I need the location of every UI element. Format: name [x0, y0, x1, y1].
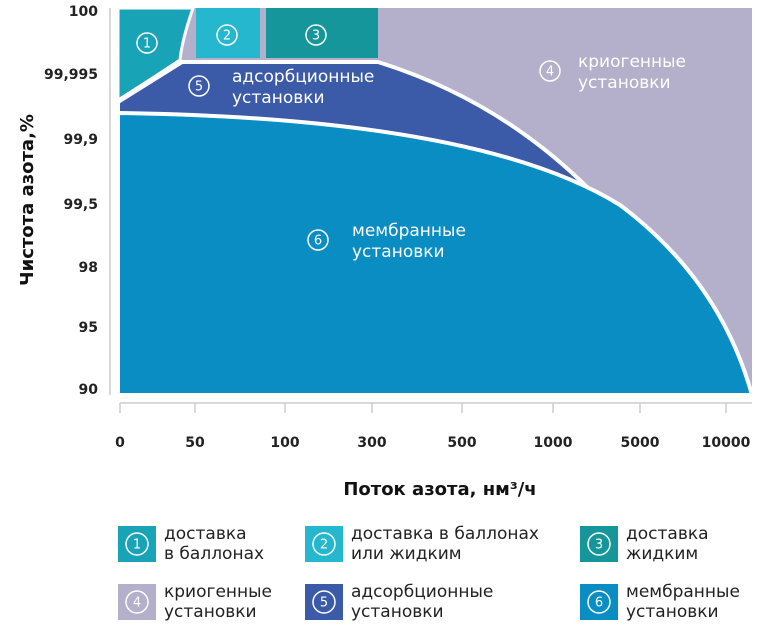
region-2 [196, 8, 260, 58]
region-label: криогенные [578, 52, 686, 72]
y-tick-label: 98 [79, 260, 98, 276]
x-tick-label: 10000 [702, 435, 751, 451]
legend-swatch [305, 584, 343, 620]
legend-swatch [118, 526, 156, 562]
y-tick-label: 99,9 [63, 132, 98, 148]
number-badge [539, 60, 561, 82]
number: 5 [195, 80, 203, 95]
region-3 [266, 8, 378, 58]
number-badge [188, 75, 210, 97]
legend-label: установки [164, 602, 257, 622]
number: 4 [546, 65, 554, 80]
region-1 [116, 6, 196, 103]
y-tick-label: 90 [79, 382, 99, 398]
legend-label: в баллонах [164, 544, 264, 564]
number: 1 [133, 538, 141, 553]
x-tick-label: 100 [270, 435, 299, 451]
region-6 [116, 110, 755, 397]
y-tick-label: 99,5 [63, 197, 98, 213]
y-tick-label: 95 [79, 320, 98, 336]
number: 3 [595, 538, 603, 553]
y-tick-label: 99,995 [44, 67, 98, 83]
legend-label: установки [626, 602, 719, 622]
legend-label: адсорбционные [351, 582, 493, 602]
region-label: адсорбционные [232, 67, 374, 87]
legend-label: установки [351, 602, 444, 622]
x-tick-label: 300 [357, 435, 386, 451]
region-label: установки [578, 73, 671, 93]
number: 1 [143, 37, 151, 52]
number: 2 [320, 538, 328, 553]
legend-label: криогенные [164, 582, 272, 602]
number-badge [312, 532, 336, 556]
x-tick-label: 1000 [534, 435, 573, 451]
number-badge [312, 590, 336, 614]
legend-label: жидким [626, 544, 698, 564]
region-label: установки [232, 88, 325, 108]
legend-swatch [118, 584, 156, 620]
y-axis-title: Чистота азота,% [17, 114, 38, 286]
legend-label: доставка [626, 524, 709, 544]
x-axis-title: Поток азота, нм³/ч [343, 479, 536, 500]
plot [116, 6, 755, 397]
region-label: установки [352, 242, 445, 262]
number-badge [587, 532, 611, 556]
legend-label: или жидким [351, 544, 462, 564]
number-badge [307, 229, 329, 251]
number: 2 [223, 29, 231, 44]
region-label: мембранные [352, 221, 466, 241]
number-badge [305, 24, 327, 46]
number-badge [216, 24, 238, 46]
legend-label: доставка [164, 524, 247, 544]
legend-label: доставка в баллонах [351, 524, 539, 544]
legend-swatch [305, 526, 343, 562]
number: 6 [595, 596, 603, 611]
number-badge [125, 590, 149, 614]
number-badge [136, 32, 158, 54]
number: 3 [312, 29, 320, 44]
x-tick-label: 0 [115, 435, 125, 451]
legend-swatch [580, 526, 618, 562]
x-tick-label: 500 [447, 435, 476, 451]
x-tick-label: 50 [185, 435, 205, 451]
legend-label: мембранные [626, 582, 740, 602]
number-badge [587, 590, 611, 614]
number: 4 [133, 596, 141, 611]
x-tick-label: 5000 [621, 435, 660, 451]
y-tick-label: 100 [69, 4, 98, 20]
number-badge [125, 532, 149, 556]
number: 6 [314, 234, 322, 249]
number: 5 [320, 596, 328, 611]
legend-swatch [580, 584, 618, 620]
